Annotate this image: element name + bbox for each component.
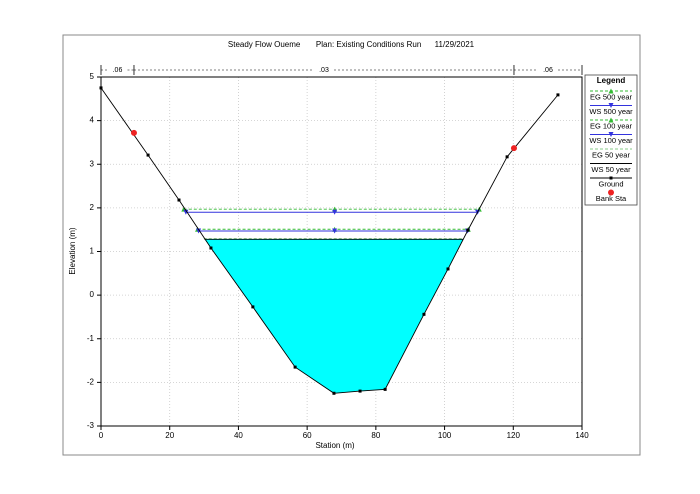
y-tick-label: -1 (87, 334, 95, 343)
x-tick-label: 140 (575, 431, 589, 440)
chart-title: Steady Flow Oueme Plan: Existing Conditi… (228, 40, 475, 49)
y-axis-label: Elevation (m) (68, 227, 77, 274)
point (251, 305, 255, 309)
manning-n-label: .06 (543, 67, 553, 74)
x-tick-label: 120 (507, 431, 521, 440)
legend-label: EG 50 year (592, 150, 630, 159)
x-tick-label: 20 (165, 431, 174, 440)
legend-label: WS 100 year (589, 136, 633, 145)
legend-marker (608, 189, 614, 196)
legend-title: Legend (597, 76, 626, 85)
y-tick-label: 5 (90, 72, 95, 81)
legend-marker (608, 117, 614, 123)
point (209, 246, 213, 250)
series-line (100, 87, 559, 394)
point (332, 391, 336, 395)
frame (62, 34, 641, 456)
legend-label: Ground (598, 179, 623, 188)
x-tick-label: 100 (438, 431, 452, 440)
x-tick-label: 60 (303, 431, 312, 440)
point (446, 267, 450, 271)
legend-label: EG 500 year (590, 92, 633, 101)
legend-label: Bank Sta (596, 194, 627, 203)
manning-n-label: .03 (319, 67, 329, 74)
point (383, 387, 387, 391)
point (332, 209, 338, 215)
legend-marker (608, 132, 614, 137)
legend-marker (609, 176, 613, 180)
manning-n-label: .06 (113, 67, 123, 74)
point (556, 93, 560, 97)
y-tick-label: -2 (87, 377, 95, 386)
point (358, 389, 362, 393)
x-axis-label: Station (m) (315, 441, 354, 450)
x-tick-label: 80 (371, 431, 380, 440)
legend-label: EG 100 year (590, 121, 633, 130)
point (130, 129, 137, 136)
point (422, 312, 426, 316)
x-tick-label: 40 (234, 431, 243, 440)
point (293, 365, 297, 369)
water-fill (204, 239, 464, 394)
y-tick-label: 4 (90, 116, 95, 125)
legend-label: WS 50 year (591, 165, 631, 174)
y-tick-label: 3 (90, 159, 95, 168)
y-tick-label: -3 (87, 421, 95, 430)
point (196, 228, 202, 234)
point (510, 145, 517, 152)
point (177, 198, 181, 202)
x-tick-label: 0 (99, 431, 104, 440)
legend-marker (608, 88, 614, 94)
point (183, 209, 189, 215)
legend-label: WS 500 year (589, 107, 633, 116)
y-tick-label: 1 (90, 247, 95, 256)
point (466, 228, 470, 232)
legend-marker (608, 103, 614, 108)
point (146, 153, 150, 157)
plot-border (100, 76, 583, 427)
point (505, 155, 509, 159)
y-tick-label: 2 (90, 203, 95, 212)
y-tick-label: 0 (90, 290, 95, 299)
legend-box (584, 74, 638, 206)
point (332, 228, 338, 234)
